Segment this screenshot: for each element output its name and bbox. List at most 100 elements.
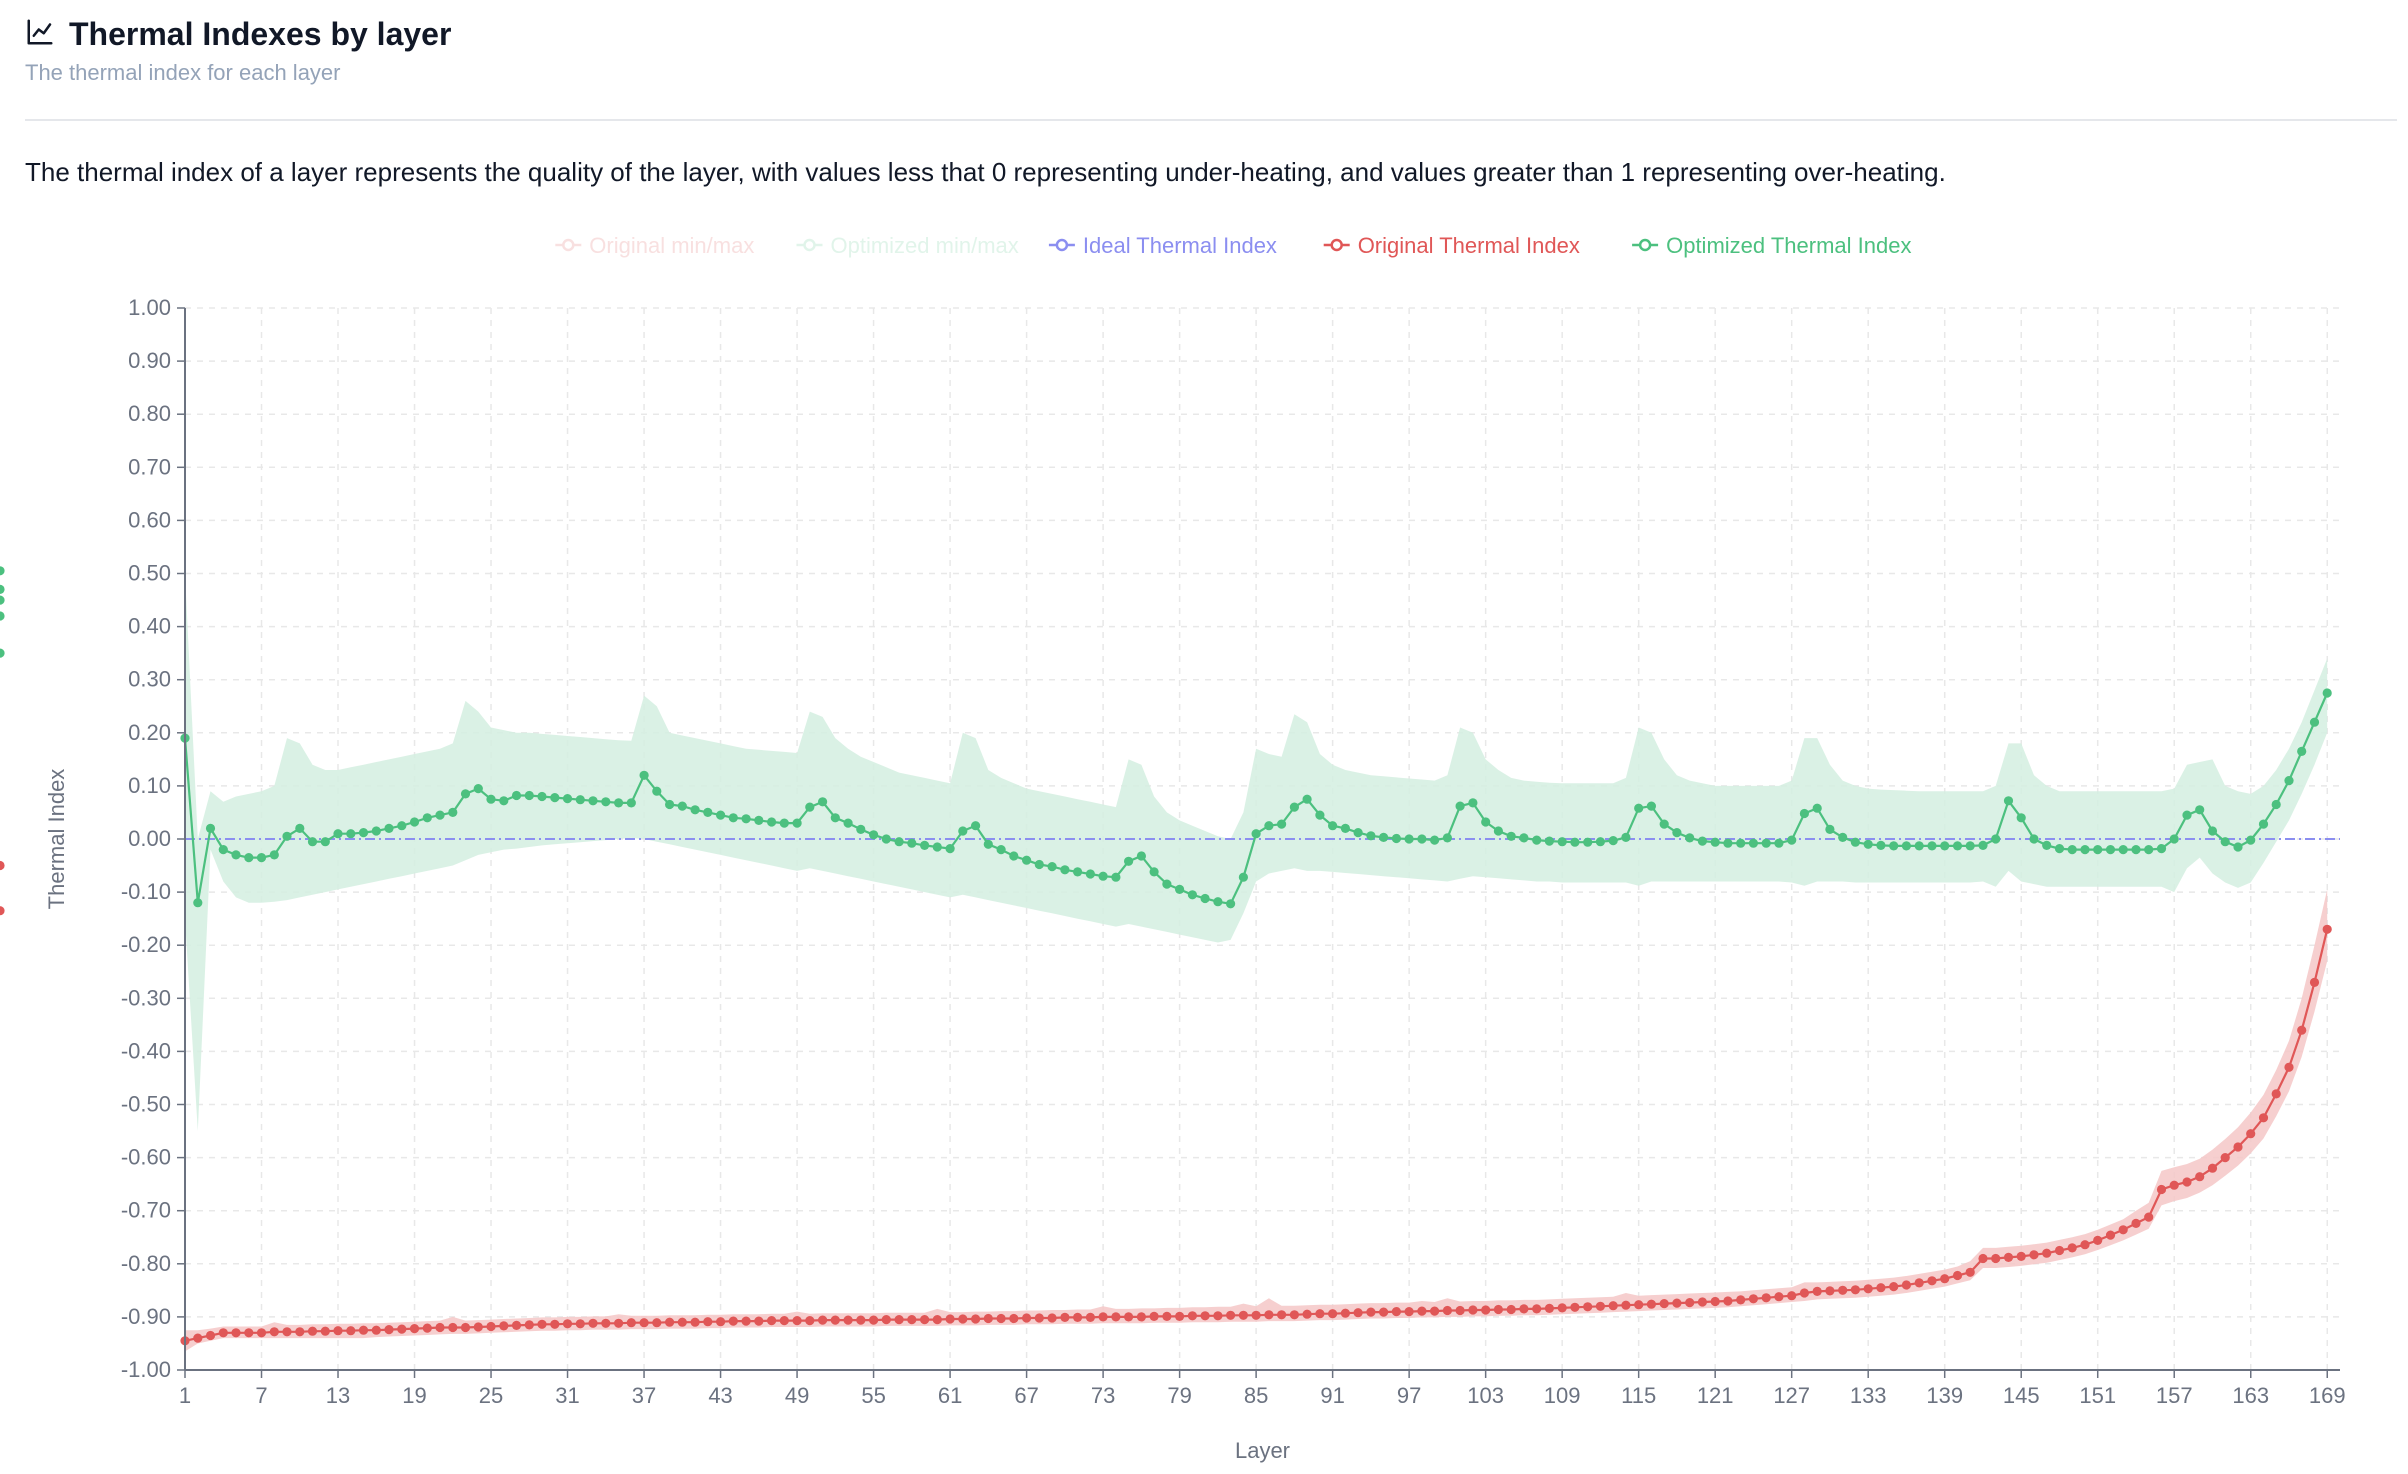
original-thermal-index-point[interactable] — [1468, 1305, 1478, 1315]
legend-item[interactable]: Original min/max — [555, 233, 754, 258]
optimized-thermal-index-point[interactable] — [1302, 794, 1312, 804]
original-thermal-index-point[interactable] — [2118, 1225, 2128, 1235]
optimized-thermal-index-point[interactable] — [1009, 851, 1019, 861]
optimized-thermal-index-point[interactable] — [1659, 819, 1669, 829]
optimized-thermal-index-point[interactable] — [1047, 862, 1057, 872]
optimized-thermal-index-point[interactable] — [588, 796, 598, 806]
optimized-thermal-index-point[interactable] — [1863, 839, 1873, 849]
original-thermal-index-point[interactable] — [588, 1318, 598, 1328]
original-thermal-index-point[interactable] — [958, 1314, 968, 1324]
original-thermal-index-point[interactable] — [2131, 1218, 2141, 1228]
optimized-thermal-index-point[interactable] — [397, 821, 407, 831]
optimized-thermal-index-point[interactable] — [1838, 832, 1848, 843]
original-thermal-index-point[interactable] — [856, 1315, 866, 1325]
original-thermal-index-point[interactable] — [1519, 1304, 1529, 1314]
optimized-thermal-index-point[interactable] — [1519, 833, 1529, 843]
optimized-thermal-index-point[interactable] — [1111, 872, 1121, 882]
legend-item[interactable]: Original Thermal Index — [1323, 233, 1580, 258]
original-thermal-index-point[interactable] — [1914, 1278, 1924, 1288]
optimized-thermal-index-point[interactable] — [1442, 833, 1452, 843]
optimized-thermal-index-point[interactable] — [575, 795, 585, 805]
original-thermal-index-point[interactable] — [1430, 1306, 1440, 1316]
legend-item[interactable]: Optimized Thermal Index — [1632, 233, 1911, 258]
original-thermal-index-point[interactable] — [1583, 1302, 1593, 1312]
optimized-thermal-index-point[interactable] — [2016, 813, 2026, 823]
optimized-thermal-index-point[interactable] — [2309, 717, 2320, 727]
original-thermal-index-point[interactable] — [2029, 1250, 2039, 1260]
optimized-thermal-index-point[interactable] — [1901, 841, 1911, 851]
optimized-thermal-index-point[interactable] — [0, 595, 5, 605]
optimized-thermal-index-point[interactable] — [818, 797, 828, 807]
original-thermal-index-point[interactable] — [2054, 1245, 2065, 1256]
optimized-thermal-index-point[interactable] — [932, 842, 942, 852]
original-thermal-index-point[interactable] — [1723, 1296, 1733, 1306]
original-thermal-index-point[interactable] — [741, 1316, 751, 1326]
original-thermal-index-point[interactable] — [1340, 1308, 1350, 1318]
original-thermal-index-point[interactable] — [1659, 1299, 1669, 1309]
optimized-thermal-index-point[interactable] — [1927, 841, 1937, 851]
original-thermal-index-point[interactable] — [397, 1324, 407, 1334]
original-thermal-index-point[interactable] — [1366, 1307, 1376, 1317]
original-thermal-index-point[interactable] — [2156, 1184, 2167, 1195]
original-thermal-index-point[interactable] — [2220, 1153, 2230, 1163]
optimized-thermal-index-point[interactable] — [2284, 776, 2294, 786]
original-thermal-index-point[interactable] — [601, 1318, 611, 1328]
optimized-thermal-index-point[interactable] — [1175, 884, 1185, 895]
optimized-thermal-index-point[interactable] — [2207, 826, 2218, 836]
legend-item[interactable]: Ideal Thermal Index — [1048, 233, 1277, 258]
optimized-thermal-index-point[interactable] — [1289, 802, 1299, 812]
original-thermal-index-point[interactable] — [2246, 1129, 2256, 1139]
original-thermal-index-point[interactable] — [1124, 1312, 1134, 1322]
original-thermal-index-point[interactable] — [358, 1325, 369, 1335]
original-thermal-index-point[interactable] — [1978, 1253, 1988, 1264]
optimized-thermal-index-point[interactable] — [1991, 834, 2001, 844]
legend-item[interactable]: Optimized min/max — [796, 233, 1019, 258]
optimized-thermal-index-point[interactable] — [1187, 890, 1197, 900]
optimized-thermal-index-point[interactable] — [358, 828, 369, 838]
original-thermal-index-point[interactable] — [920, 1315, 930, 1325]
original-thermal-index-point[interactable] — [1379, 1307, 1389, 1317]
original-thermal-index-point[interactable] — [1557, 1303, 1567, 1313]
optimized-thermal-index-point[interactable] — [1277, 819, 1287, 829]
original-thermal-index-point[interactable] — [728, 1316, 738, 1326]
original-thermal-index-point[interactable] — [1009, 1313, 1019, 1324]
optimized-thermal-index-point[interactable] — [2169, 834, 2179, 844]
optimized-thermal-index-point[interactable] — [2297, 746, 2307, 757]
optimized-thermal-index-point[interactable] — [1889, 841, 1899, 851]
original-thermal-index-point[interactable] — [282, 1327, 292, 1337]
optimized-thermal-index-point[interactable] — [218, 845, 228, 855]
original-thermal-index-point[interactable] — [448, 1322, 458, 1333]
optimized-thermal-index-point[interactable] — [2131, 845, 2141, 855]
optimized-thermal-index-point[interactable] — [537, 791, 547, 802]
optimized-thermal-index-point[interactable] — [1978, 840, 1988, 851]
optimized-thermal-index-point[interactable] — [550, 793, 560, 803]
original-thermal-index-point[interactable] — [511, 1320, 522, 1330]
optimized-thermal-index-point[interactable] — [1723, 838, 1733, 848]
original-thermal-index-point[interactable] — [1328, 1309, 1338, 1319]
original-thermal-index-point[interactable] — [346, 1326, 356, 1336]
original-thermal-index-point[interactable] — [1621, 1300, 1631, 1310]
original-thermal-index-point[interactable] — [218, 1328, 228, 1338]
original-thermal-index-point[interactable] — [2271, 1089, 2281, 1099]
original-thermal-index-point[interactable] — [1149, 1311, 1159, 1321]
optimized-thermal-index-point[interactable] — [1583, 837, 1593, 847]
optimized-thermal-index-point[interactable] — [703, 807, 713, 818]
optimized-thermal-index-point[interactable] — [269, 850, 279, 860]
optimized-thermal-index-point[interactable] — [1315, 810, 1325, 820]
optimized-thermal-index-point[interactable] — [1621, 832, 1631, 843]
original-thermal-index-point[interactable] — [1685, 1298, 1695, 1308]
original-thermal-index-point[interactable] — [1098, 1312, 1108, 1322]
original-thermal-index-point[interactable] — [460, 1322, 471, 1333]
original-thermal-index-point[interactable] — [409, 1324, 420, 1334]
original-thermal-index-point[interactable] — [1710, 1296, 1720, 1307]
original-thermal-index-point[interactable] — [1251, 1310, 1261, 1320]
original-thermal-index-point[interactable] — [869, 1315, 879, 1325]
optimized-thermal-index-point[interactable] — [1213, 897, 1223, 907]
optimized-thermal-index-point[interactable] — [1812, 803, 1822, 813]
original-thermal-index-point[interactable] — [1277, 1310, 1287, 1320]
optimized-thermal-index-point[interactable] — [1404, 834, 1414, 844]
optimized-thermal-index-point[interactable] — [996, 845, 1006, 855]
optimized-thermal-index-point[interactable] — [435, 810, 445, 820]
original-thermal-index-point[interactable] — [1022, 1313, 1032, 1323]
original-thermal-index-point[interactable] — [1047, 1313, 1057, 1323]
